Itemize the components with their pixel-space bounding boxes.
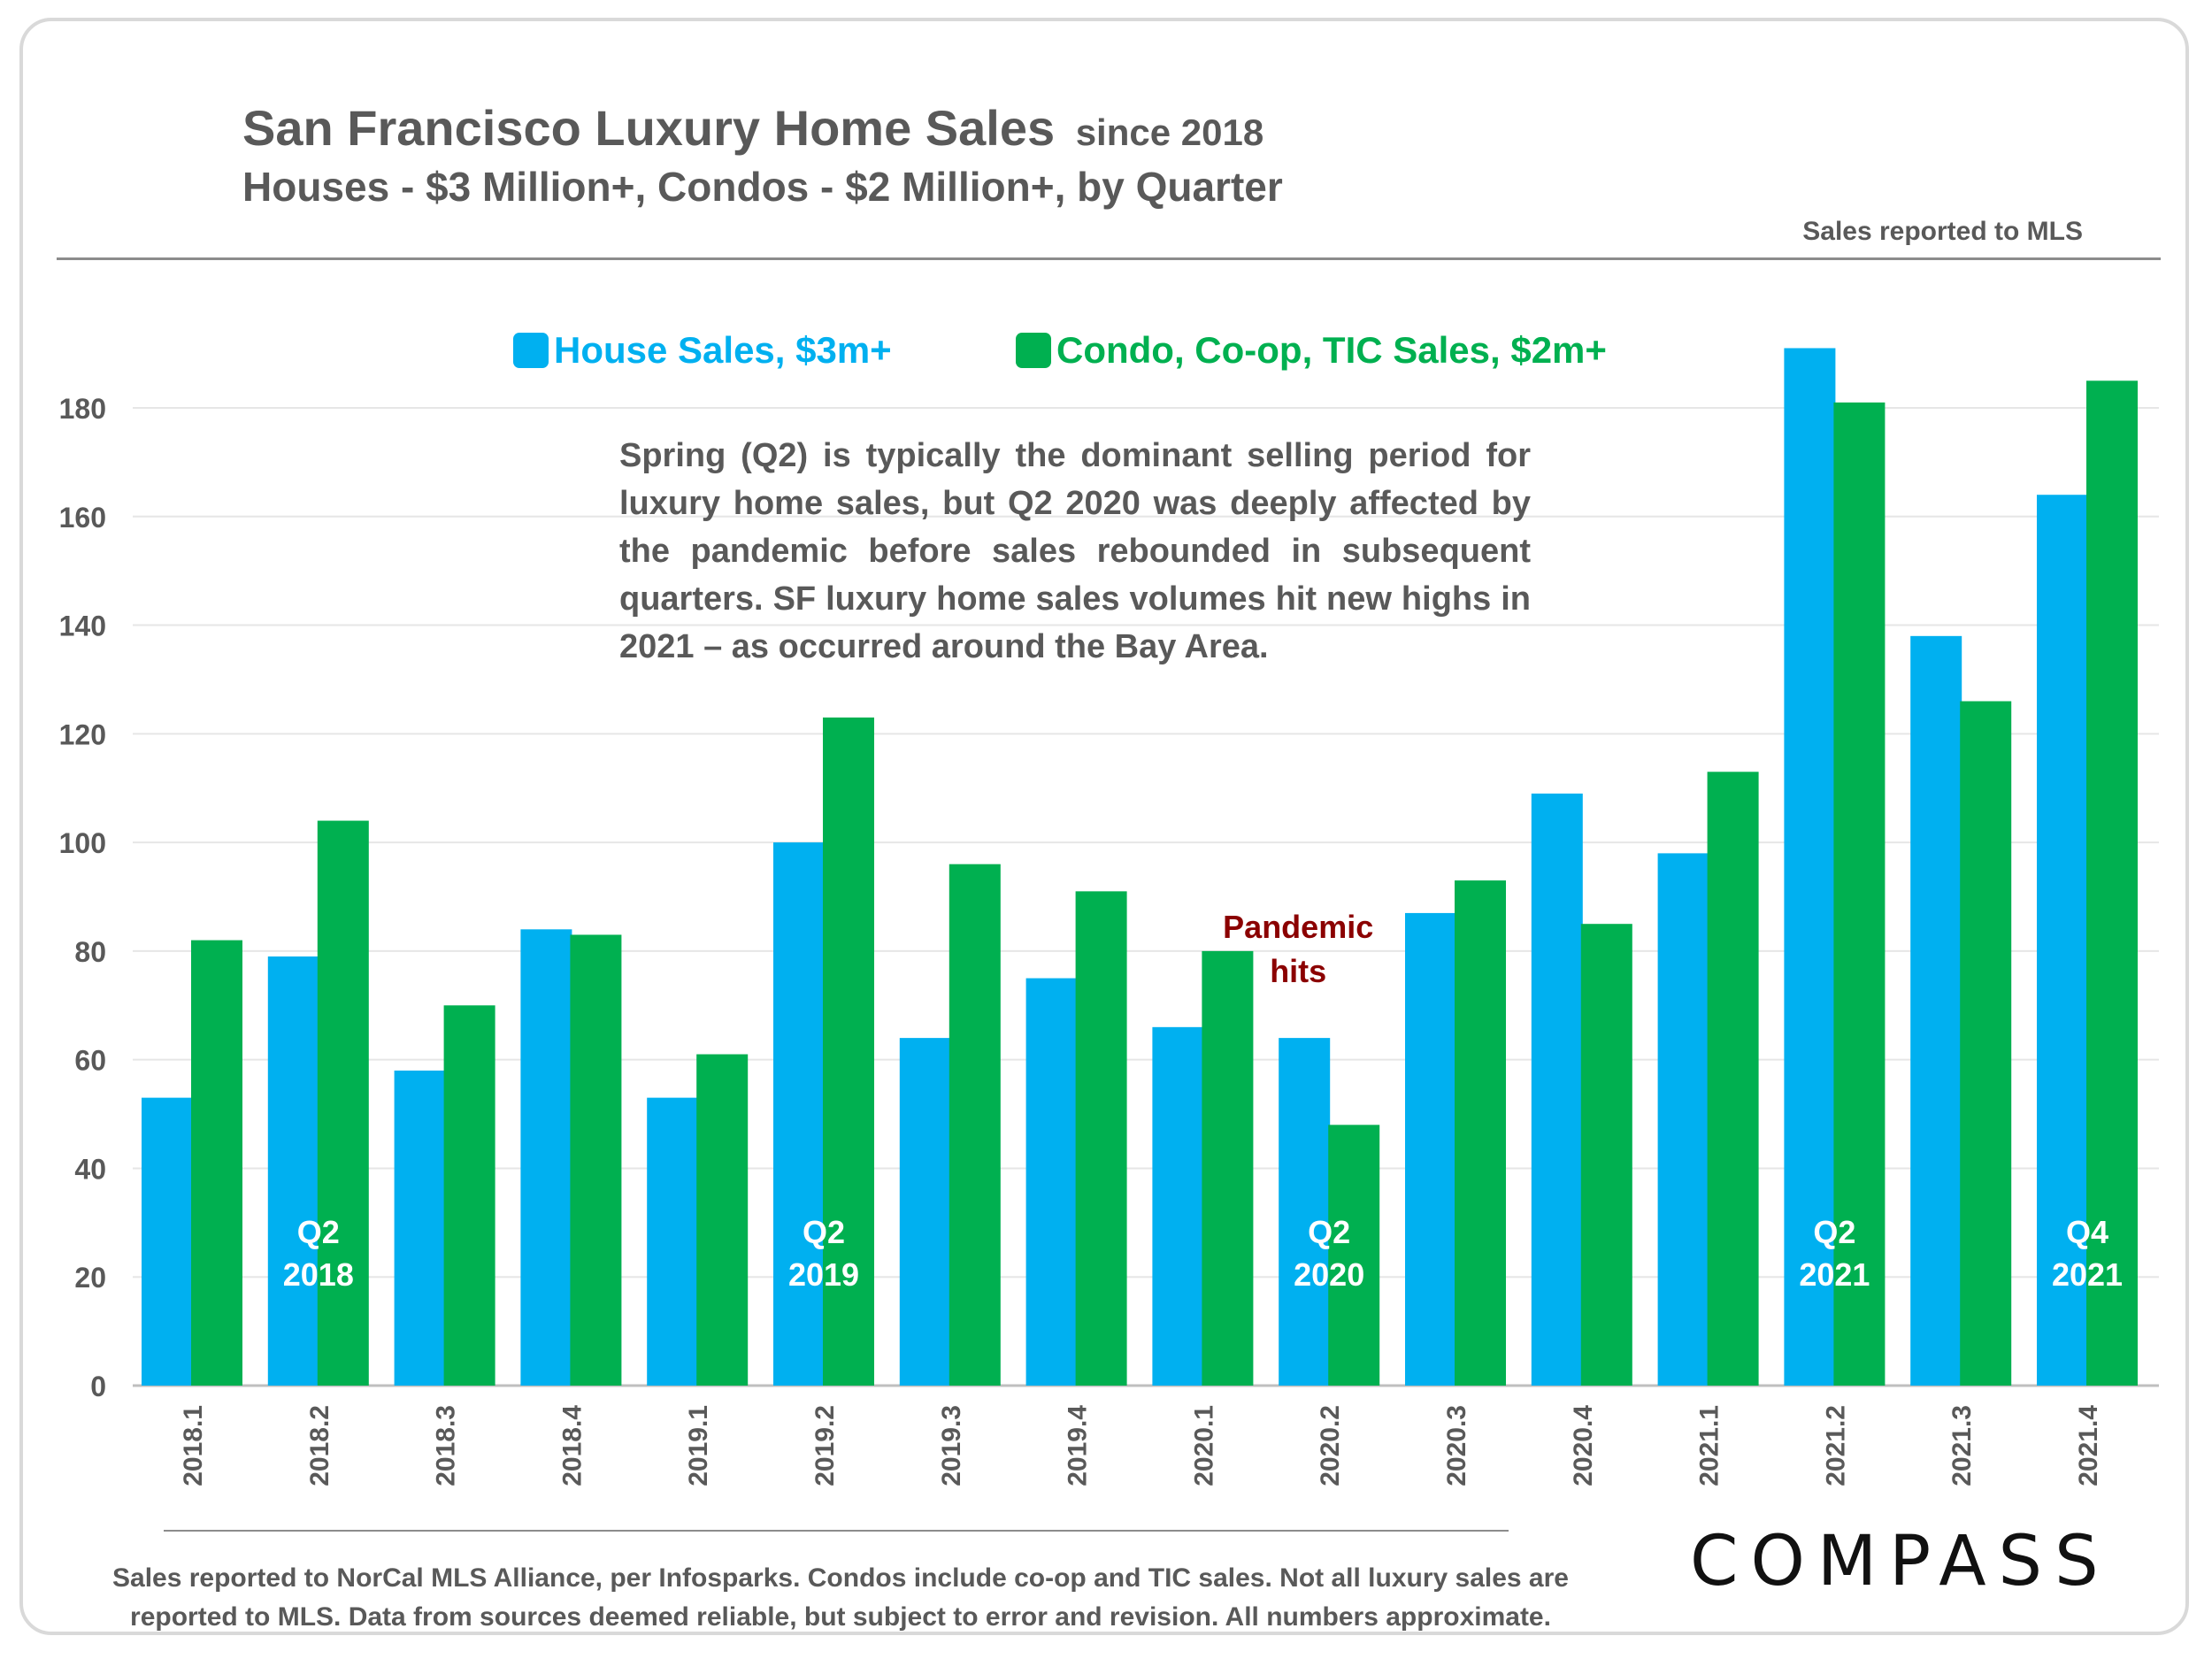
- bar-house: [142, 1097, 193, 1386]
- x-tick-label: 2019.1: [684, 1405, 713, 1486]
- x-tick-label: 2021.2: [1821, 1405, 1850, 1486]
- legend-swatch-condo: [1016, 333, 1051, 368]
- bar-house: [1405, 912, 1456, 1386]
- bar-condo: [1707, 772, 1759, 1386]
- bar-house: [394, 1070, 446, 1386]
- card-frame: [19, 18, 2189, 1635]
- y-axis: 0 20 40 60 80 100 120 140 160 180: [59, 393, 106, 1402]
- bar-labels: Q2 2018 Q2 2019 Q2 2020 Q2 2021 Q4 2021 Pandemic hi…: [283, 909, 2123, 1293]
- bar-house: [899, 1038, 951, 1386]
- y-tick-label: 0: [90, 1371, 106, 1402]
- legend-label-house: House Sales, $3m+: [554, 329, 892, 371]
- bar-condo: [1075, 891, 1127, 1386]
- chart-title: San Francisco Luxury Home Sales since 20…: [242, 100, 1264, 156]
- bar-condo: [949, 864, 1001, 1386]
- header-divider: [57, 257, 2161, 260]
- y-tick-label: 40: [74, 1153, 106, 1185]
- y-tick-label: 100: [59, 827, 106, 859]
- bar-house: [1531, 793, 1583, 1386]
- y-tick-label: 80: [74, 936, 106, 968]
- annotation-text: Spring (Q2) is typically the dominant se…: [619, 437, 1531, 665]
- x-tick-label: 2020.3: [1442, 1405, 1471, 1486]
- x-tick-label: 2020.2: [1316, 1405, 1345, 1486]
- legend-swatch-house: [513, 333, 549, 368]
- bar-condo: [696, 1054, 749, 1386]
- x-tick-label: 2020.1: [1189, 1405, 1218, 1486]
- x-tick-label: 2018.3: [432, 1405, 461, 1486]
- bar-house: [1025, 978, 1078, 1386]
- bars: [142, 348, 2138, 1386]
- bar-condo: [1833, 402, 1886, 1386]
- bar-house: [2037, 495, 2088, 1386]
- bar-condo: [191, 940, 242, 1386]
- bar-condo: [570, 934, 622, 1386]
- bar-period-label: Q2: [1813, 1214, 1855, 1250]
- compass-logo: COMPASS: [1690, 1522, 2111, 1601]
- bar-period-label: 2021: [1799, 1256, 1870, 1293]
- bar-condo: [1328, 1125, 1380, 1386]
- y-tick-label: 160: [59, 502, 106, 534]
- footer-divider: [164, 1530, 1509, 1532]
- bar-period-label: Q2: [297, 1214, 340, 1250]
- x-tick-label: 2020.4: [1569, 1405, 1598, 1486]
- chart-subtitle: Houses - $3 Million+, Condos - $2 Millio…: [242, 164, 1283, 210]
- bar-period-label: 2020: [1294, 1256, 1364, 1293]
- footnote: Sales reported to NorCal MLS Alliance, p…: [112, 1563, 1569, 1632]
- x-tick-label: 2019.3: [937, 1405, 966, 1486]
- x-tick-label: 2019.4: [1064, 1405, 1093, 1486]
- legend: House Sales, $3m+ Condo, Co-op, TIC Sale…: [513, 329, 1607, 371]
- bar-condo: [823, 717, 874, 1386]
- y-tick-label: 140: [59, 611, 106, 642]
- bar-condo: [1960, 701, 2012, 1386]
- bar-condo: [1455, 880, 1506, 1386]
- bar-house: [520, 929, 572, 1386]
- bar-period-label: Q2: [803, 1214, 845, 1250]
- x-tick-label: 2021.4: [2074, 1405, 2103, 1486]
- bar-house: [1152, 1026, 1204, 1386]
- x-tick-label: 2019.2: [810, 1405, 840, 1486]
- x-tick-label: 2018.1: [179, 1405, 208, 1486]
- x-tick-label: 2018.2: [305, 1405, 334, 1486]
- x-axis: 2018.1 2018.2 2018.3 2018.4 2019.1 2019.2 2019…: [179, 1405, 2103, 1486]
- y-tick-label: 20: [74, 1262, 106, 1294]
- bar-period-label: Q4: [2066, 1214, 2108, 1250]
- x-tick-label: 2021.1: [1695, 1405, 1724, 1486]
- bar-period-label: 2019: [788, 1256, 859, 1293]
- y-tick-label: 180: [59, 393, 106, 425]
- y-tick-label: 120: [59, 718, 106, 750]
- bar-condo: [443, 1005, 495, 1386]
- bar-house: [1910, 635, 1962, 1386]
- bar-house: [267, 956, 319, 1386]
- bar-period-label: Q2: [1308, 1214, 1350, 1250]
- bar-condo: [317, 820, 369, 1386]
- bar-period-label: 2018: [283, 1256, 354, 1293]
- x-tick-label: 2018.4: [557, 1405, 587, 1486]
- bar-house: [1784, 348, 1836, 1386]
- source-label: Sales reported to MLS: [1802, 217, 2083, 246]
- bar-condo: [1202, 950, 1254, 1386]
- bar-house: [647, 1097, 699, 1386]
- legend-label-condo: Condo, Co-op, TIC Sales, $2m+: [1056, 329, 1607, 371]
- bar-house: [1657, 853, 1709, 1386]
- pandemic-callout: Pandemic: [1223, 909, 1373, 945]
- bar-house: [773, 842, 825, 1386]
- bar-condo: [1580, 924, 1632, 1386]
- y-tick-label: 60: [74, 1045, 106, 1077]
- bar-period-label: 2021: [2052, 1256, 2123, 1293]
- chart-title-suffix: since 2018: [1075, 111, 1264, 153]
- pandemic-callout: hits: [1270, 953, 1326, 989]
- bar-condo: [2086, 380, 2138, 1386]
- bar-house: [1279, 1038, 1331, 1386]
- x-tick-label: 2021.3: [1947, 1405, 1977, 1486]
